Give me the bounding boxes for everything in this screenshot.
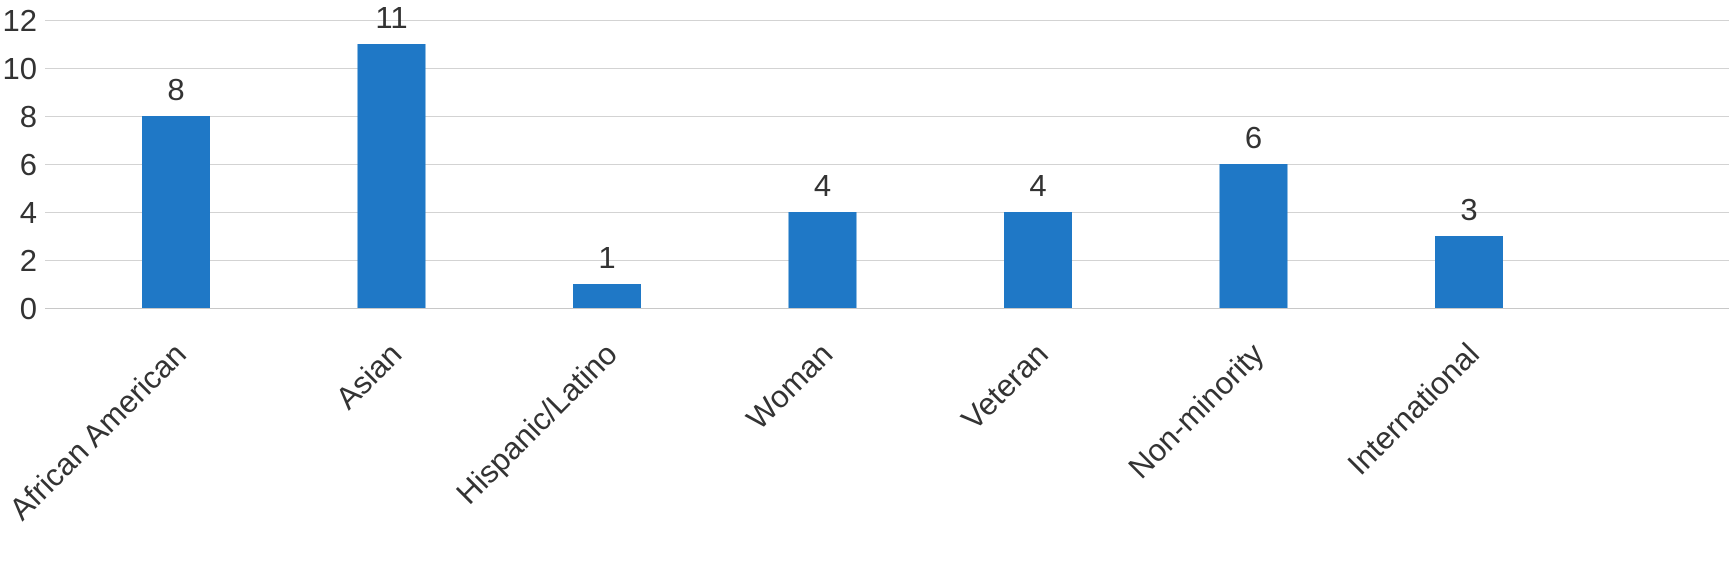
y-tick-label: 12 <box>3 3 37 38</box>
data-label: 3 <box>1460 192 1477 227</box>
bar <box>1435 236 1503 308</box>
y-tick-label: 8 <box>20 99 37 134</box>
y-axis: 0 2 4 6 8 10 12 <box>3 3 37 326</box>
x-axis: African American Asian Hispanic/Latino Woma… <box>3 336 1486 527</box>
x-tick-label: Hispanic/Latino <box>449 336 624 511</box>
data-label: 4 <box>1029 168 1046 203</box>
y-tick-label: 6 <box>20 147 37 182</box>
x-tick-label: Woman <box>740 336 840 436</box>
y-tick-label: 10 <box>3 51 37 86</box>
y-tick-label: 0 <box>20 291 37 326</box>
gridlines <box>45 20 1729 309</box>
bar <box>1219 164 1288 308</box>
bar <box>573 284 641 308</box>
bar <box>788 212 857 308</box>
x-tick-label: African American <box>3 336 193 526</box>
x-tick-label: Veteran <box>955 336 1055 436</box>
data-label: 6 <box>1245 120 1262 155</box>
bar <box>142 116 210 308</box>
x-tick-label: Non-minority <box>1121 336 1270 485</box>
y-tick-label: 4 <box>20 195 37 230</box>
data-label: 4 <box>814 168 831 203</box>
y-tick-label: 2 <box>20 243 37 278</box>
x-tick-label: Asian <box>329 336 409 416</box>
bars <box>142 44 1503 308</box>
x-tick-label: International <box>1341 336 1486 481</box>
data-label: 11 <box>375 0 407 35</box>
bar <box>357 44 426 308</box>
data-label: 1 <box>598 240 615 275</box>
bar <box>1004 212 1072 308</box>
data-label: 8 <box>167 72 184 107</box>
